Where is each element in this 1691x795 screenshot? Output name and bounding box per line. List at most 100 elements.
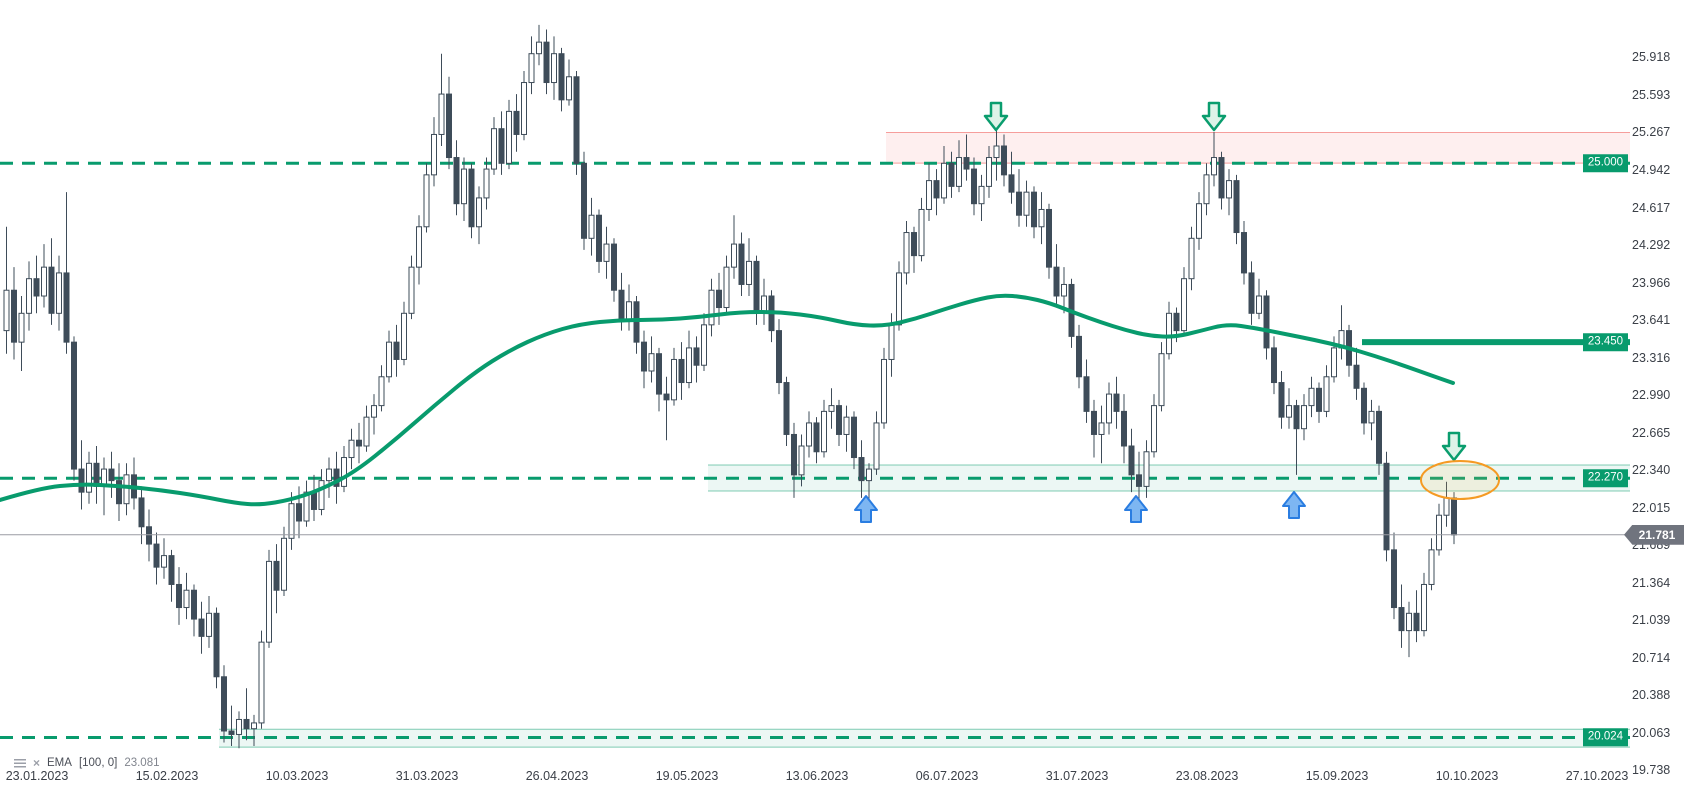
candle-body <box>56 272 62 314</box>
candle-body <box>333 468 340 487</box>
indicator-remove-icon[interactable]: × <box>33 756 41 770</box>
date-tick-label: 15.09.2023 <box>1305 769 1369 783</box>
sell-signal-arrow-down-icon <box>1441 431 1467 462</box>
candle-body <box>1053 266 1060 297</box>
candle-body <box>1368 410 1375 424</box>
candle-body <box>138 497 145 528</box>
candle-body <box>326 468 332 482</box>
date-tick-label: 27.10.2023 <box>1565 769 1629 783</box>
candle-body <box>18 312 25 343</box>
candle-body <box>506 110 512 164</box>
candle-body <box>911 232 917 257</box>
price-tick-label: 19.738 <box>1632 763 1671 778</box>
candle-body <box>881 358 887 424</box>
candle-body <box>933 180 940 199</box>
candle-body <box>1293 405 1300 430</box>
candle-body <box>483 168 490 199</box>
price-tick-label: 25.267 <box>1632 125 1671 140</box>
candle-body <box>1031 191 1037 228</box>
candle-body <box>191 589 197 620</box>
candle-body <box>1128 445 1135 476</box>
price-tick-label: 25.918 <box>1632 50 1671 65</box>
candle-body <box>723 266 730 309</box>
price-tick-label: 24.292 <box>1632 238 1671 252</box>
candle-body <box>1421 583 1427 632</box>
buy-signal-arrow-up-icon <box>854 495 878 523</box>
candle-body <box>386 341 392 378</box>
candle-body <box>1256 295 1262 314</box>
candle-body <box>318 480 325 510</box>
candle-body <box>243 718 250 730</box>
candle-body <box>1136 474 1142 487</box>
candle-body <box>738 243 745 285</box>
candle-body <box>1316 387 1322 412</box>
candle-body <box>1061 283 1067 297</box>
candle-body <box>1203 174 1210 205</box>
candle-body <box>198 618 205 637</box>
date-tick-label: 15.02.2023 <box>135 769 199 783</box>
candle-body <box>1016 191 1022 216</box>
candle-body <box>206 612 212 637</box>
candle-body <box>686 347 692 384</box>
candle-body <box>978 185 985 205</box>
candle-body <box>1113 393 1120 412</box>
candle-body <box>543 41 550 84</box>
candle-body <box>1428 549 1435 585</box>
candle-body <box>168 555 175 585</box>
candle-body <box>1083 376 1090 412</box>
price-tick-label: 21.039 <box>1632 613 1671 628</box>
price-tick-label: 23.966 <box>1632 275 1671 290</box>
candle-body <box>1143 451 1150 487</box>
candle-body <box>528 53 535 84</box>
candle-body <box>791 433 797 476</box>
candle-body <box>1121 410 1127 447</box>
date-tick-label: 06.07.2023 <box>915 769 979 783</box>
candle-body <box>581 162 587 239</box>
sell-signal-arrow-down-icon <box>983 101 1009 132</box>
candle-body <box>1076 335 1082 378</box>
candle-body <box>296 503 302 522</box>
candle-body <box>641 341 647 372</box>
candle-body <box>971 168 977 205</box>
candle-body <box>626 301 632 320</box>
candle-body <box>551 53 557 84</box>
candle-body <box>821 410 827 453</box>
candle-body <box>258 641 265 724</box>
candle-body <box>1173 312 1180 332</box>
candle-body <box>903 232 910 274</box>
current-price-badge: 21.781 <box>1624 524 1684 545</box>
candle-body <box>363 416 370 447</box>
candle-body <box>453 157 460 205</box>
price-level-badge-20.024: 20.024 <box>1583 728 1628 747</box>
candle-body <box>986 157 992 187</box>
candle-body <box>1023 191 1030 216</box>
candle-body <box>348 439 355 459</box>
candle-body <box>213 612 220 678</box>
candle-body <box>423 174 430 228</box>
candle-body <box>941 162 947 199</box>
candle-body <box>1286 405 1292 418</box>
candle-body <box>468 168 475 228</box>
candle-body <box>281 537 287 591</box>
candle-body <box>1211 157 1217 176</box>
indicator-settings-icon[interactable] <box>14 758 26 768</box>
candle-body <box>78 468 85 493</box>
date-tick-label: 10.10.2023 <box>1435 769 1499 783</box>
candle-body <box>843 416 850 435</box>
candle-body <box>1301 405 1307 430</box>
candle-body <box>1443 497 1450 516</box>
candle-body <box>1413 612 1420 632</box>
date-tick-label: 23.01.2023 <box>5 769 69 783</box>
candle-body <box>1376 410 1382 464</box>
candle-body <box>86 462 92 493</box>
indicator-params: [100, 0] <box>78 757 118 769</box>
price-tick-label: 22.015 <box>1632 500 1671 515</box>
candle-body <box>648 353 655 372</box>
candle-body <box>153 543 160 568</box>
candle-body <box>888 324 895 360</box>
price-tick-label: 20.388 <box>1632 688 1671 703</box>
candle-body <box>446 93 452 159</box>
candle-body <box>851 416 857 459</box>
candle-body <box>1271 347 1277 384</box>
